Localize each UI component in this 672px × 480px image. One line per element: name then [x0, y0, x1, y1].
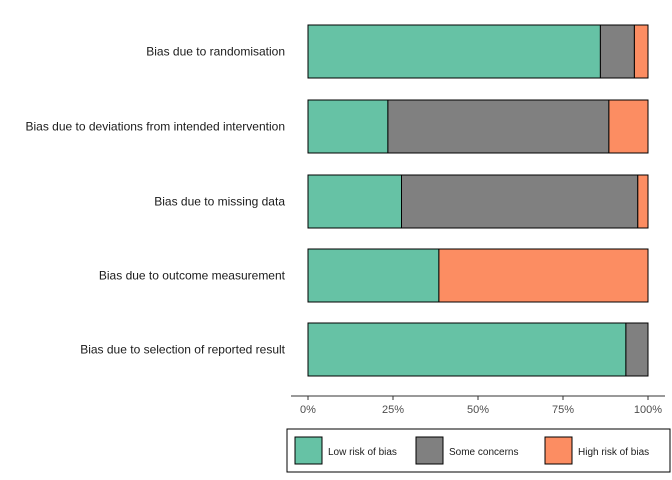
bar-segment-low-risk-of-bias	[307, 174, 402, 229]
bar-segment-high-risk-of-bias	[608, 99, 649, 154]
bar-segment-high-risk-of-bias	[438, 248, 649, 303]
category-label: Bias due to selection of reported result	[80, 343, 285, 357]
bar-segment-low-risk-of-bias	[307, 322, 627, 377]
legend: Low risk of bias Some concerns High risk o…	[286, 428, 671, 473]
bar-segment-high-risk-of-bias	[633, 24, 649, 79]
legend-label: Low risk of bias	[328, 447, 397, 458]
legend-swatch	[294, 436, 323, 465]
bar-segment-high-risk-of-bias	[637, 174, 649, 229]
category-label: Bias due to deviations from intended int…	[26, 120, 286, 134]
legend-label: Some concerns	[449, 447, 518, 458]
category-labels: Bias due to randomisation Bias due to dev…	[26, 45, 286, 357]
x-tick-label: 50%	[467, 404, 489, 416]
bars-layer	[307, 24, 649, 377]
legend-box	[286, 428, 671, 473]
category-label: Bias due to missing data	[154, 195, 285, 209]
bar-segment-some-concerns	[387, 99, 610, 154]
category-label: Bias due to randomisation	[146, 45, 285, 59]
x-tick-label: 0%	[300, 404, 316, 416]
category-label: Bias due to outcome measurement	[99, 269, 286, 283]
x-tick-label: 100%	[634, 404, 662, 416]
legend-swatch	[544, 436, 573, 465]
legend-label: High risk of bias	[578, 447, 649, 458]
bar-segment-some-concerns	[401, 174, 639, 229]
x-tick-label: 25%	[382, 404, 404, 416]
x-tick-label: 75%	[552, 404, 574, 416]
legend-swatch	[415, 436, 444, 465]
bar-segment-some-concerns	[625, 322, 649, 377]
bar-segment-low-risk-of-bias	[307, 248, 440, 303]
x-axis: 0% 25% 50% 75% 100%	[291, 395, 665, 416]
bar-segment-some-concerns	[599, 24, 635, 79]
bar-segment-low-risk-of-bias	[307, 99, 389, 154]
bar-segment-low-risk-of-bias	[307, 24, 601, 79]
